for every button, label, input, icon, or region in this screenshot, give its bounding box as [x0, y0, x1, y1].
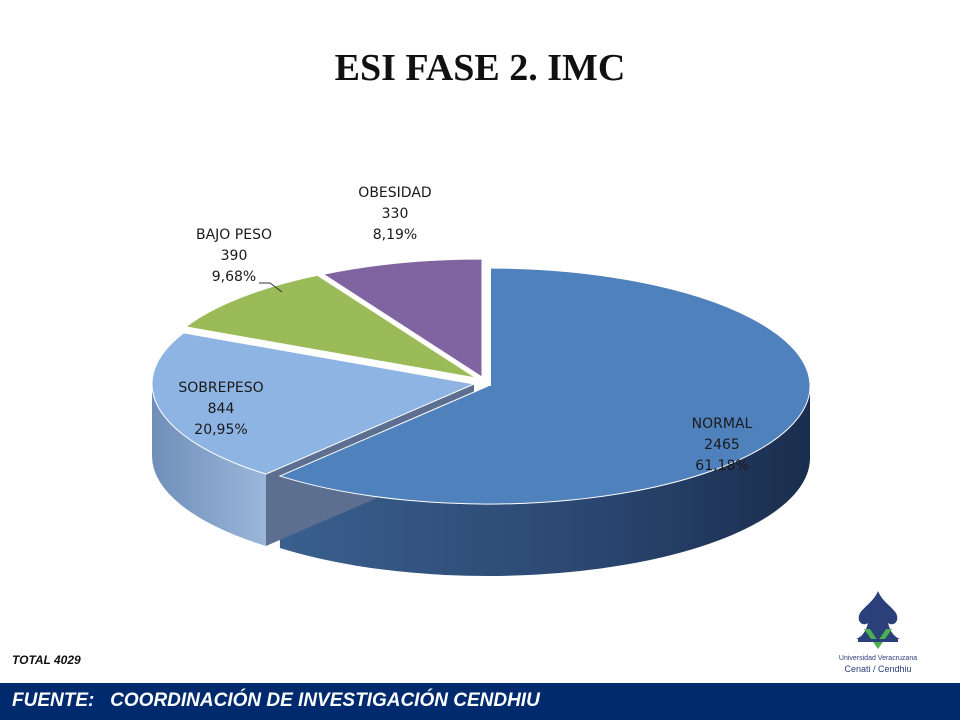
slice-label-sobrepeso: SOBREPESO 844 20,95%	[178, 380, 263, 438]
slice-label-normal: NORMAL 2465 61,18%	[692, 416, 753, 474]
pie-slice-normal	[278, 267, 811, 505]
logo-university-name: Universidad Veracruzana	[838, 655, 918, 662]
university-logo: Universidad Veracruzana Cenati / Cendhiu	[818, 583, 958, 683]
pie-slice-side	[279, 386, 810, 576]
pie-slice-side	[152, 384, 266, 547]
footer-source: FUENTE: COORDINACIÓN DE INVESTIGACIÓN CE…	[12, 690, 540, 711]
slice-label-obesidad: OBESIDAD 330 8,19%	[358, 185, 431, 243]
pie-slice-bajo-peso	[184, 274, 477, 379]
chart-title: ESI FASE 2. IMC	[334, 47, 626, 89]
total-label: TOTAL 4029	[12, 653, 81, 667]
slice-label-bajo-peso: BAJO PESO 390 9,68%	[196, 227, 272, 285]
pie-slice-sobrepeso	[151, 332, 476, 475]
veracruzana-emblem-icon	[856, 591, 900, 649]
pie-slice-obesidad	[322, 258, 483, 378]
leader-line	[259, 282, 283, 293]
logo-unit-name: Cenati / Cendhiu	[844, 664, 912, 674]
footer-bar: FUENTE: COORDINACIÓN DE INVESTIGACIÓN CE…	[0, 683, 960, 720]
